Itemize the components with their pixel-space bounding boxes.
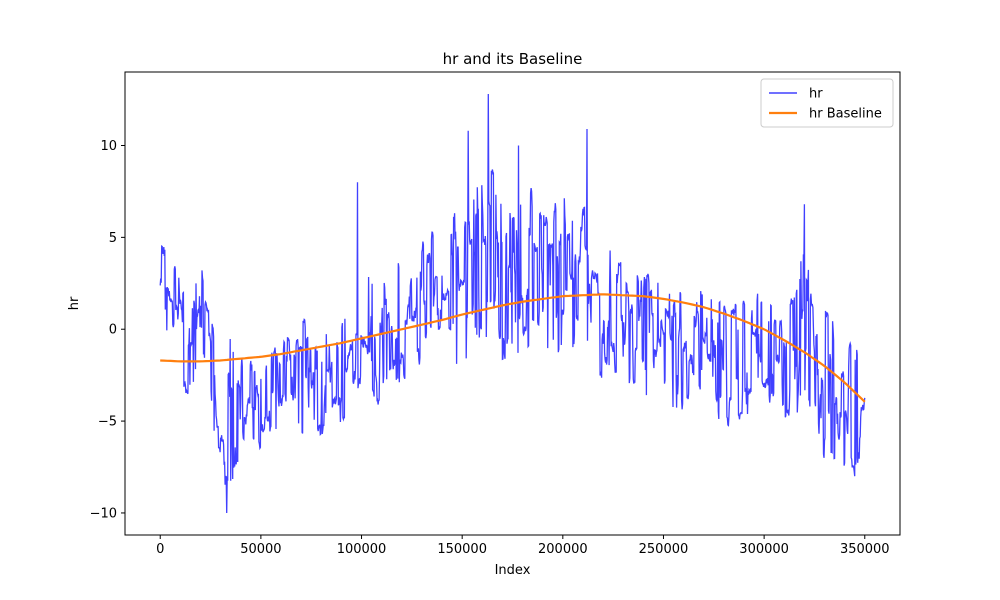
plot-frame <box>124 71 901 536</box>
x-tick-label: 100000 <box>337 542 387 557</box>
y-axis-label: hr <box>67 296 82 310</box>
y-tick-label: 0 <box>109 323 117 338</box>
chart-title: hr and its Baseline <box>443 50 583 68</box>
axes-layer: 0 50000 100000 150000 200000 250000 300000 3500… <box>90 139 890 557</box>
series-layer <box>159 93 866 514</box>
x-tick-label: 0 <box>156 542 164 557</box>
series-hr-line <box>159 93 866 514</box>
y-tick-label: 5 <box>109 231 117 246</box>
x-axis-label: Index <box>495 563 531 578</box>
x-tick-label: 300000 <box>739 542 789 557</box>
series-hr-baseline-line <box>160 293 866 403</box>
legend-entry-label: hr <box>809 87 823 102</box>
y-tick-label: 10 <box>100 139 117 154</box>
x-tick-label: 150000 <box>437 542 487 557</box>
legend-entry-label: hr Baseline <box>809 107 882 122</box>
legend-box <box>760 78 894 128</box>
legend: hr hr Baseline <box>760 78 894 128</box>
x-tick-label: 250000 <box>639 542 689 557</box>
x-tick-label: 200000 <box>538 542 588 557</box>
y-tick-label: −10 <box>90 506 117 521</box>
x-tick-label: 350000 <box>840 542 890 557</box>
y-tick-label: −5 <box>98 415 117 430</box>
x-tick-label: 50000 <box>240 542 281 557</box>
